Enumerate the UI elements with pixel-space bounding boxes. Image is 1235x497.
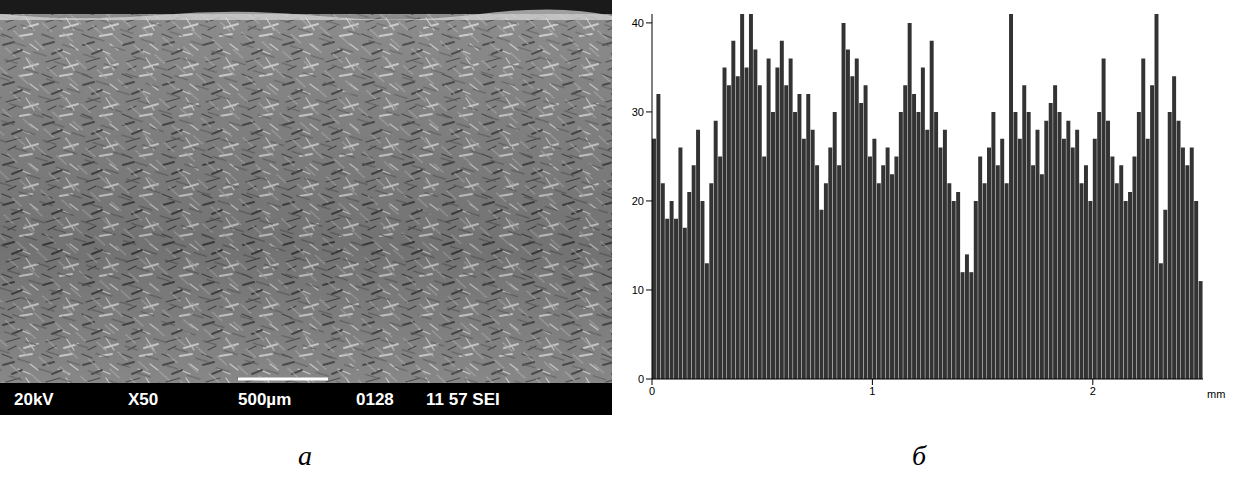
html-text:б: б bbox=[912, 440, 927, 471]
svg-text:500µm: 500µm bbox=[238, 390, 291, 409]
svg-text:0: 0 bbox=[638, 373, 644, 385]
svg-text:2: 2 bbox=[1090, 385, 1096, 397]
svg-text:1: 1 bbox=[869, 385, 875, 397]
svg-text:11 57 SEI: 11 57 SEI bbox=[426, 390, 500, 409]
html-text:а: а bbox=[298, 440, 312, 471]
svg-text:30: 30 bbox=[632, 106, 644, 118]
svg-text:0: 0 bbox=[649, 385, 655, 397]
svg-text:20: 20 bbox=[632, 195, 644, 207]
svg-text:mm: mm bbox=[1207, 388, 1225, 400]
svg-text:X50: X50 bbox=[128, 390, 158, 409]
svg-text:10: 10 bbox=[632, 284, 644, 296]
svg-text:20kV: 20kV bbox=[14, 390, 54, 409]
svg-text:0128: 0128 bbox=[356, 390, 394, 409]
svg-text:40: 40 bbox=[632, 17, 644, 29]
